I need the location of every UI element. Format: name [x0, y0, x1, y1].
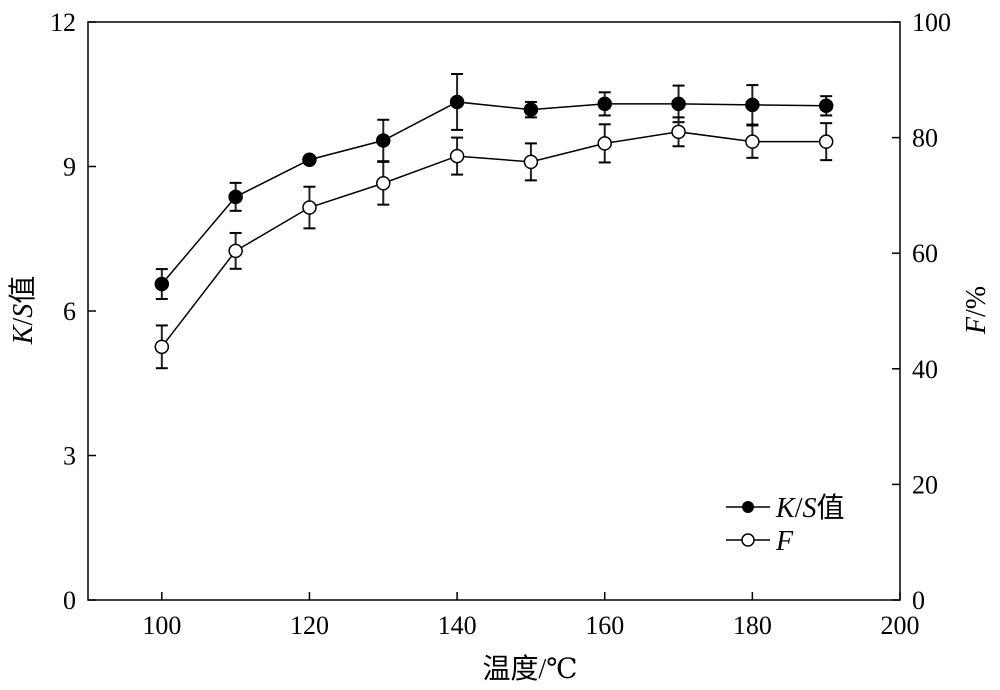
series-layer: [154, 73, 834, 370]
y2-tick-label: 100: [912, 8, 951, 37]
data-point: [228, 243, 243, 259]
legend-marker-ks: [742, 501, 754, 513]
y-tick-label: 6: [63, 297, 76, 326]
series-line: [161, 101, 827, 285]
x-tick-label: 100: [142, 611, 181, 640]
y-tick-label: 0: [63, 586, 76, 615]
legend-label-ks: K/S值: [775, 492, 844, 524]
y2-tick-label: 40: [912, 355, 938, 384]
series-f: [154, 116, 834, 370]
y2-tick-label: 20: [912, 470, 938, 499]
data-point: [302, 152, 317, 168]
data-point: [745, 97, 760, 113]
legend: K/S值 F: [726, 492, 844, 557]
data-point: [302, 200, 317, 215]
data-point: [449, 94, 465, 110]
data-point: [228, 189, 243, 205]
data-point: [745, 134, 760, 149]
y-tick-label: 9: [63, 153, 76, 182]
data-point: [671, 124, 686, 140]
y2-axis-label: F/%: [961, 286, 992, 335]
y2-tick-label: 60: [912, 239, 938, 268]
x-tick-label: 160: [585, 611, 624, 640]
data-point: [818, 98, 834, 114]
legend-label-f: F: [775, 526, 794, 557]
y2-tick-label: 0: [912, 586, 925, 615]
series-line: [161, 131, 827, 348]
y-tick-label: 12: [50, 8, 76, 37]
data-point: [154, 339, 170, 355]
data-point: [671, 96, 686, 112]
y2-tick-label: 80: [912, 124, 938, 153]
y-tick-label: 3: [63, 442, 76, 471]
data-point: [523, 102, 539, 117]
data-point: [154, 276, 170, 292]
data-point: [523, 154, 539, 170]
y-axis-label: K/S值: [7, 276, 39, 345]
x-tick-label: 180: [733, 611, 772, 640]
data-point: [597, 136, 612, 151]
legend-marker-f: [741, 533, 755, 547]
x-tick-label: 200: [881, 611, 920, 640]
data-point: [818, 134, 834, 149]
data-point: [449, 148, 465, 164]
data-point: [597, 96, 612, 112]
series-ks: [154, 73, 834, 300]
data-point: [376, 176, 391, 191]
x-tick-label: 140: [438, 611, 477, 640]
x-tick-label: 120: [290, 611, 329, 640]
x-axis-label: 温度/℃: [482, 653, 577, 685]
data-point: [376, 133, 391, 148]
